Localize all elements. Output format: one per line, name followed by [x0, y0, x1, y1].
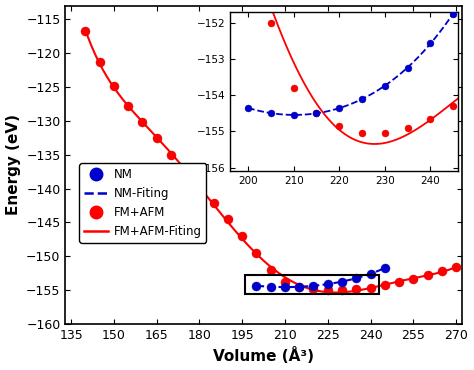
Y-axis label: Energy (eV): Energy (eV)	[6, 114, 20, 215]
Bar	[245, 275, 379, 293]
X-axis label: Volume (Å³): Volume (Å³)	[213, 347, 314, 364]
Legend: NM, NM-Fiting, FM+AFM, FM+AFM-Fiting: NM, NM-Fiting, FM+AFM, FM+AFM-Fiting	[79, 164, 206, 243]
